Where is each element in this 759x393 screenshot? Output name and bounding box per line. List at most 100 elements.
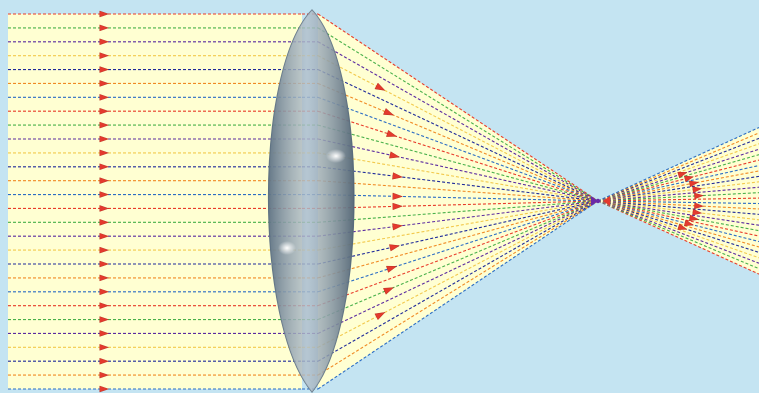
diverging-ray <box>597 200 759 210</box>
incoming-rays <box>8 13 302 390</box>
arrow-icon <box>99 80 110 87</box>
diverging-ray <box>597 200 759 243</box>
diverging-ray <box>597 200 759 248</box>
arrow-icon <box>99 24 110 32</box>
focus-marker-icon <box>591 196 598 206</box>
diverging-beam <box>598 127 759 275</box>
converging-ray <box>317 200 599 237</box>
arrow-icon <box>383 108 395 116</box>
arrow-icon <box>99 177 110 184</box>
converging-ray <box>317 82 599 202</box>
converging-ray <box>317 200 599 334</box>
diverging-ray <box>597 200 759 237</box>
converging-ray <box>317 200 599 348</box>
arrow-icon <box>99 163 110 171</box>
diverging-ray <box>597 200 759 215</box>
arrow-icon <box>99 274 110 282</box>
converging-ray <box>317 200 599 209</box>
diverging-ray <box>597 200 759 205</box>
arrow-icon <box>374 312 386 321</box>
arrow-icon <box>683 175 695 183</box>
diverging-ray <box>597 170 759 202</box>
converging-ray <box>317 138 599 202</box>
arrow-icon <box>99 219 110 226</box>
arrow-icon <box>677 223 688 230</box>
arrow-icon <box>99 121 110 129</box>
arrow-icon <box>99 38 110 46</box>
diverging-ray <box>597 200 759 232</box>
arrow-icon <box>374 82 386 91</box>
converging-ray <box>317 152 599 202</box>
converging-ray <box>317 55 599 202</box>
diverging-ray <box>597 148 759 202</box>
arrow-icon <box>389 244 401 252</box>
converging-ray <box>317 13 599 202</box>
diverging-ray <box>597 164 759 202</box>
diverging-ray <box>597 200 759 226</box>
lens <box>267 9 355 393</box>
converging-ray <box>317 180 599 202</box>
arrow-icon <box>677 171 688 179</box>
arrow-icon <box>392 223 403 231</box>
arrow-icon <box>683 219 695 227</box>
diverging-ray <box>597 132 759 202</box>
arrow-icon <box>99 232 110 240</box>
arrow-icon <box>99 385 110 393</box>
arrow-icon <box>99 135 110 143</box>
diverging-ray <box>597 181 759 202</box>
arrow-icon <box>99 205 110 212</box>
arrow-icon <box>386 265 398 273</box>
arrow-icon <box>688 214 700 222</box>
arrow-icon <box>99 94 110 101</box>
arrow-icon <box>386 129 398 137</box>
diverging-ray <box>597 192 759 202</box>
converging-ray <box>317 200 599 362</box>
diverging-ray <box>597 197 759 202</box>
converging-ray <box>317 200 599 321</box>
arrow-icon <box>99 344 110 351</box>
converging-ray <box>317 200 599 223</box>
arrow-icon <box>688 180 700 188</box>
converging-ray <box>317 166 599 202</box>
arrow-icon <box>694 202 704 210</box>
diverging-ray <box>597 154 759 202</box>
arrow-icon <box>389 151 401 159</box>
focus-marker-icon <box>603 196 610 206</box>
arrow-icon <box>99 107 110 115</box>
arrow-icon <box>99 330 110 337</box>
diverging-ray <box>597 200 759 253</box>
arrow-icon <box>99 357 110 365</box>
diverging-ray <box>597 200 759 270</box>
arrow-icon <box>392 192 404 200</box>
arrow-icon <box>694 192 704 200</box>
arrow-icon <box>392 172 403 180</box>
lens-highlight <box>278 241 296 255</box>
converging-ray <box>317 200 599 390</box>
arrow-icon <box>99 149 110 157</box>
lens-shading <box>268 10 354 392</box>
focus-point-dot <box>595 198 601 204</box>
focus-point <box>591 196 610 206</box>
arrow-icon <box>99 316 110 323</box>
arrow-icon <box>99 52 110 59</box>
diverging-ray <box>597 126 759 202</box>
lens-highlight <box>326 149 346 163</box>
arrow-icon <box>692 208 703 216</box>
diverging-ray <box>597 137 759 202</box>
ray-arrows <box>99 10 704 393</box>
converging-ray <box>317 200 599 265</box>
arrow-icon <box>383 287 395 295</box>
arrow-icon <box>99 10 110 18</box>
diverging-ray <box>597 200 759 221</box>
arrow-icon <box>99 246 110 254</box>
diverging-ray <box>597 200 759 264</box>
arrow-icon <box>99 260 110 268</box>
arrow-icon <box>692 186 703 193</box>
converging-ray <box>317 110 599 202</box>
incoming-beam <box>8 14 302 389</box>
arrow-icon <box>99 371 110 379</box>
arrow-icon <box>99 191 110 198</box>
arrow-icon <box>99 66 110 73</box>
